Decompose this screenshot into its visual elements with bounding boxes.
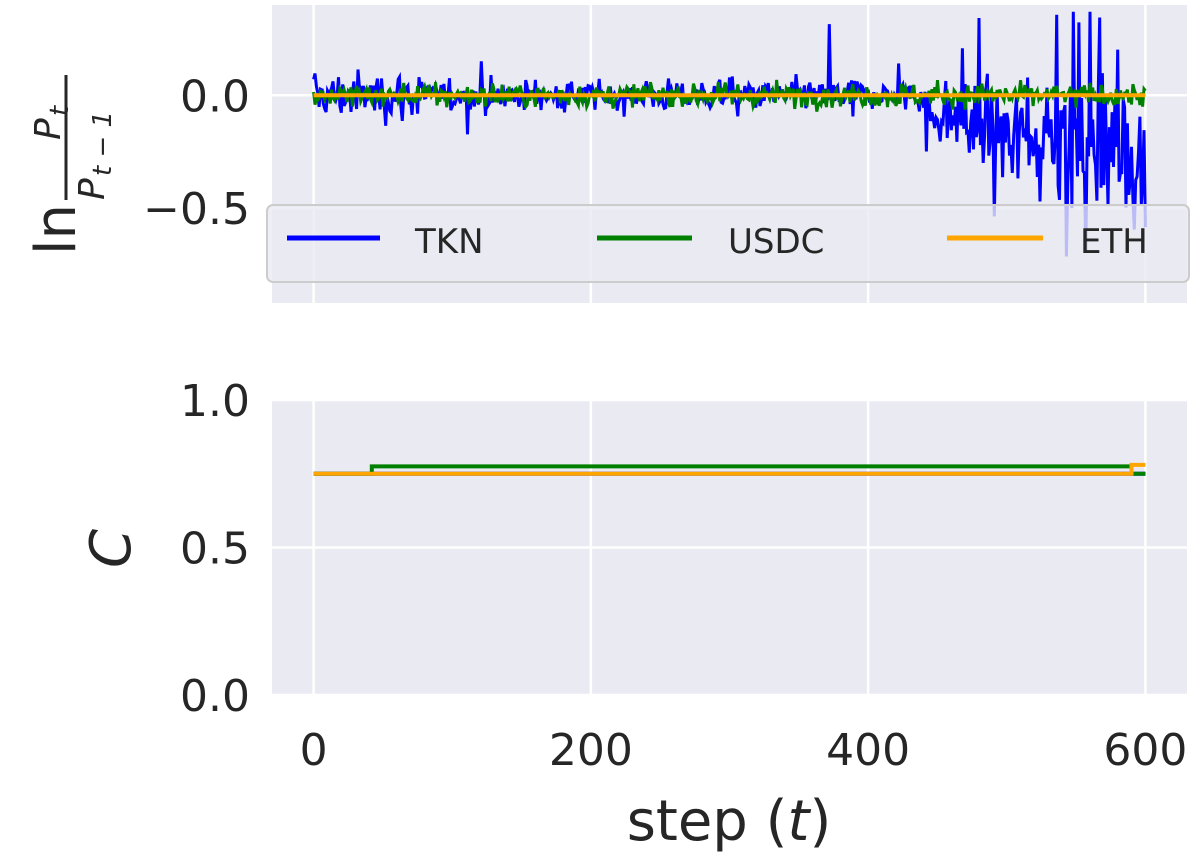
bottom-series: [313, 462, 1146, 476]
y-tick-label: 0.0: [180, 71, 250, 122]
x-axis-label: step (t): [627, 789, 832, 854]
legend-box: [266, 204, 1190, 283]
legend: TKN USDC ETH: [266, 204, 1190, 283]
series-line-eth: [313, 462, 1146, 476]
legend-label-tkn: TKN: [414, 222, 484, 262]
ylabel-denominator: P: [72, 178, 113, 200]
top-y-tick-labels: 0.0 −0.5: [143, 71, 250, 235]
series-line-tkn: [312, 11, 1147, 257]
xlabel-suffix: ): [809, 789, 831, 854]
ylabel-denominator-subscript: t − 1: [88, 111, 118, 176]
y-tick-label: −0.5: [143, 184, 250, 235]
bottom-grid: [272, 398, 1187, 697]
ylabel-numerator: P: [28, 118, 69, 140]
bottom-panel: 0.0 0.5 1.0 0 200 400 600 C step (t): [79, 376, 1187, 854]
bottom-x-tick-labels: 0 200 400 600: [300, 725, 1188, 776]
legend-label-usdc: USDC: [728, 222, 824, 262]
x-tick-label: 600: [1103, 725, 1187, 776]
x-tick-label: 200: [549, 725, 633, 776]
y-tick-label: 1.0: [180, 376, 250, 427]
bottom-y-axis-label: C: [79, 529, 144, 568]
xlabel-prefix: step (: [627, 789, 788, 854]
x-tick-label: 400: [826, 725, 910, 776]
top-series: [312, 11, 1147, 257]
xlabel-variable: t: [787, 789, 811, 854]
x-tick-label: 0: [300, 725, 328, 776]
top-y-axis-label: ln P t P t − 1: [24, 75, 118, 255]
y-tick-label: 0.5: [180, 524, 250, 575]
ylabel-numerator-subscript: t: [45, 105, 75, 116]
legend-label-eth: ETH: [1080, 222, 1148, 262]
ylabel-ln: ln: [24, 204, 89, 255]
top-panel: 0.0 −0.5 TKN USDC ETH ln P t P t − 1: [24, 5, 1190, 303]
bottom-y-tick-labels: 0.0 0.5 1.0: [180, 376, 250, 722]
y-tick-label: 0.0: [180, 671, 250, 722]
